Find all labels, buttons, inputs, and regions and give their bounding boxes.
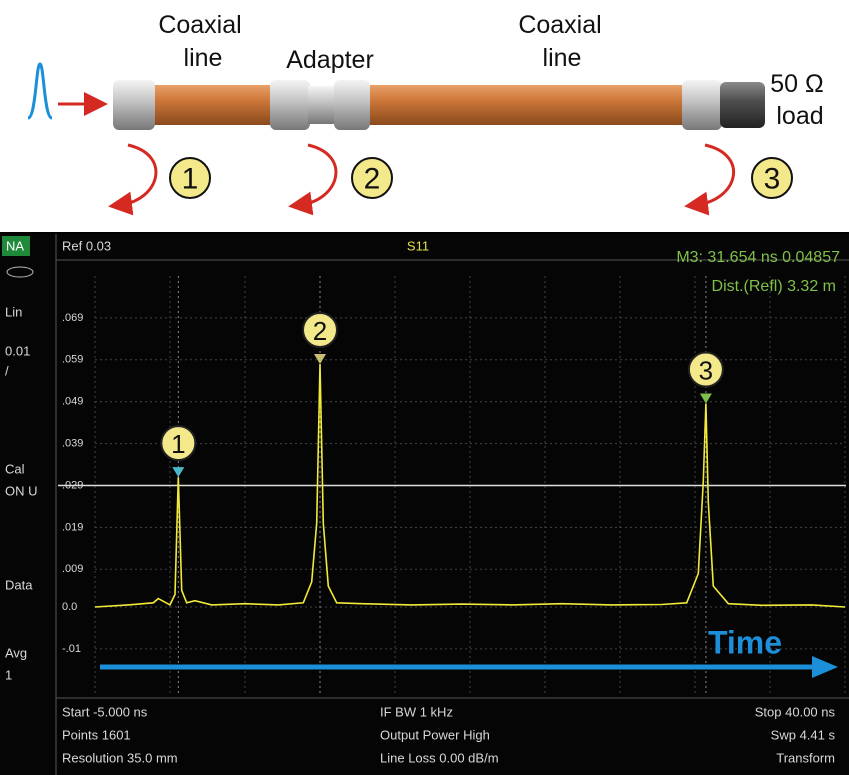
cable (365, 85, 687, 125)
sidebar-text: / (5, 363, 9, 378)
footer-text: Transform (776, 750, 835, 765)
sidebar-text: Lin (5, 304, 22, 319)
y-tick-label: .059 (62, 354, 83, 366)
label: line (184, 44, 223, 72)
y-tick-label: .009 (62, 563, 83, 575)
marker-label: 1 (171, 429, 185, 459)
label: Coaxial (518, 11, 601, 39)
adapter (308, 86, 336, 124)
sidebar-text: Data (5, 577, 33, 592)
footer-text: Start -5.000 ns (62, 704, 148, 719)
badge-number: 3 (764, 163, 781, 196)
annotation: Time (708, 624, 782, 660)
sidebar-text: Cal (5, 461, 25, 476)
pulse-icon (28, 64, 52, 118)
y-tick-label: .019 (62, 521, 83, 533)
marker-label: 3 (699, 356, 713, 386)
mode: NA (6, 238, 24, 253)
sidebar-text: 1 (5, 667, 12, 682)
footer-text: Resolution 35.0 mm (62, 750, 178, 765)
y-tick-label: .069 (62, 312, 83, 324)
cable (150, 85, 275, 125)
reflection-arrow (300, 145, 336, 205)
reflection-arrow (696, 145, 734, 205)
adapter (270, 80, 310, 130)
ref-level: Ref 0.03 (62, 238, 111, 253)
marker-readout: M3: 31.654 ns 0.04857 (676, 249, 840, 266)
badge-number: 2 (364, 163, 381, 196)
footer-text: Output Power High (380, 727, 490, 742)
cable-diagram: Coaxial line Adapter Coaxial line 50 Ω l… (0, 0, 849, 232)
y-tick-label: .039 (62, 438, 83, 450)
sidebar-text: Avg (5, 645, 27, 660)
y-tick-label: -.01 (62, 643, 81, 655)
adapter (334, 80, 370, 130)
y-tick-label: 0.0 (62, 601, 77, 613)
badge-number: 1 (182, 163, 199, 196)
label: Coaxial (158, 11, 241, 39)
screen (0, 234, 849, 775)
reflection-arrow (120, 145, 156, 205)
connector (682, 80, 722, 130)
parameter: S11 (407, 238, 429, 253)
load (720, 82, 765, 128)
sidebar-text: 0.01 (5, 343, 30, 358)
footer-text: IF BW 1 kHz (380, 704, 453, 719)
y-tick-label: .049 (62, 396, 83, 408)
connector (113, 80, 155, 130)
analyzer-screen: NA Lin 0.01 / Cal ON U Data Avg 1 Ref 0.… (0, 232, 849, 775)
footer-text: Points 1601 (62, 727, 131, 742)
label: load (776, 102, 823, 130)
label: 50 Ω (770, 70, 823, 98)
label: line (543, 44, 582, 72)
sidebar-text: ON U (5, 483, 38, 498)
label: Adapter (286, 46, 374, 74)
footer-text: Line Loss 0.00 dB/m (380, 750, 499, 765)
marker-label: 2 (313, 316, 327, 346)
footer-text: Swp 4.41 s (771, 727, 836, 742)
footer-text: Stop 40.00 ns (755, 704, 836, 719)
distance-readout: Dist.(Refl) 3.32 m (712, 278, 836, 295)
page: Coaxial line Adapter Coaxial line 50 Ω l… (0, 0, 849, 775)
